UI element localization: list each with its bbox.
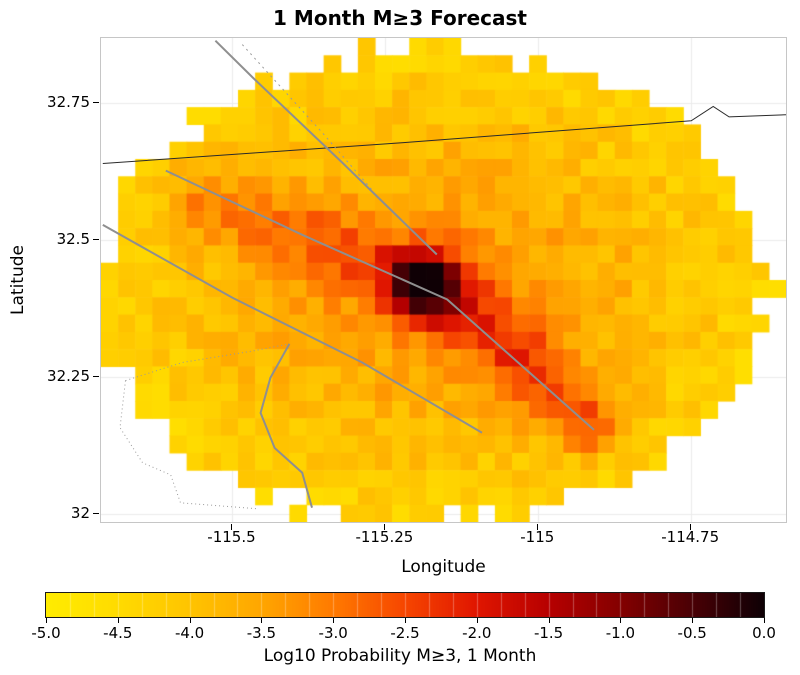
x-tick-label: -115 — [520, 528, 555, 546]
fault-line-steep-dotted — [241, 44, 375, 193]
colorbar-tick-label: -3.0 — [318, 624, 348, 642]
x-tick-mark — [231, 524, 233, 530]
y-tick-label: 32 — [70, 503, 90, 522]
fault-line-curved — [259, 343, 313, 508]
chart-title: 1 Month M≥3 Forecast — [273, 6, 527, 30]
x-tick-label: -114.75 — [661, 528, 720, 546]
fault-line-south — [102, 224, 483, 434]
colorbar-tick-mark — [548, 618, 550, 623]
colorbar-tick-label: -4.5 — [103, 624, 133, 642]
colorbar-tick-mark — [333, 618, 335, 623]
heatmap-canvas — [101, 38, 786, 522]
y-tick-mark — [93, 512, 99, 514]
x-tick-mark — [537, 524, 539, 530]
x-tick-mark — [690, 524, 692, 530]
fault-line-steep — [214, 39, 438, 256]
colorbar — [45, 592, 765, 618]
y-tick-mark — [93, 375, 99, 377]
colorbar-tick-mark — [476, 618, 478, 623]
colorbar-gradient — [46, 593, 764, 617]
colorbar-tick-mark — [261, 618, 263, 623]
colorbar-tick-mark — [692, 618, 694, 623]
colorbar-tick-label: -1.0 — [605, 624, 636, 642]
x-tick-label: -115.25 — [355, 528, 414, 546]
colorbar-tick-label: -1.5 — [533, 624, 564, 642]
x-tick-label: -115.5 — [207, 528, 256, 546]
boundary-line — [102, 105, 786, 164]
colorbar-tick-label: -5.0 — [31, 624, 61, 642]
y-tick-mark — [93, 101, 99, 103]
colorbar-tick-mark — [117, 618, 119, 623]
fault-line-main — [165, 169, 595, 431]
colorbar-tick-mark — [620, 618, 622, 623]
map-overlay-lines — [102, 39, 786, 510]
y-axis-label: Latitude — [8, 245, 28, 315]
colorbar-tick-label: -4.0 — [174, 624, 205, 642]
colorbar-tick-mark — [189, 618, 191, 623]
y-tick-mark — [93, 238, 99, 240]
colorbar-tick-label: -2.5 — [390, 624, 420, 642]
x-tick-mark — [384, 524, 386, 530]
colorbar-tick-label: -2.0 — [462, 624, 492, 642]
dotted-outline-lower — [119, 380, 258, 510]
colorbar-tick-mark — [405, 618, 406, 623]
dotted-outline-upper — [125, 343, 290, 382]
y-tick-label: 32.25 — [47, 366, 90, 385]
y-tick-label: 32.5 — [56, 229, 90, 248]
x-axis-label: Longitude — [401, 557, 486, 577]
y-tick-label: 32.75 — [47, 92, 90, 111]
plot-area — [100, 37, 787, 523]
colorbar-tick-mark — [46, 618, 47, 623]
colorbar-tick-label: -3.5 — [246, 624, 277, 642]
colorbar-tick-mark — [764, 618, 765, 623]
colorbar-label: Log10 Probability M≥3, 1 Month — [263, 646, 537, 666]
colorbar-tick-label: -0.5 — [677, 624, 707, 642]
colorbar-tick-label: 0.0 — [752, 624, 776, 642]
